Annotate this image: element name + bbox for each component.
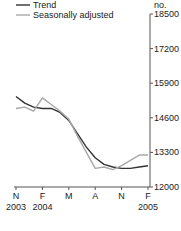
x-tick-label: A: [92, 191, 98, 201]
y-axis-label: no.: [154, 0, 167, 10]
series-line: [16, 98, 148, 170]
y-tick-label: 12000: [154, 182, 179, 192]
y-tick-label: 18500: [154, 9, 179, 19]
x-tick-label: M: [65, 191, 73, 201]
x-tick: [95, 187, 96, 190]
legend-swatch: [16, 4, 30, 5]
legend-swatch: [16, 14, 30, 15]
x-tick-label: F2004: [32, 191, 52, 212]
x-axis: [14, 187, 150, 188]
x-tick-label: F2005: [138, 191, 158, 212]
y-tick: [150, 83, 153, 84]
y-tick-label: 13300: [154, 147, 179, 157]
x-tick: [16, 187, 17, 190]
y-tick: [150, 152, 153, 153]
y-tick-label: 17200: [154, 44, 179, 54]
legend-label: Trend: [33, 0, 56, 10]
x-tick: [68, 187, 69, 190]
y-tick: [150, 187, 153, 188]
plot-area: [16, 97, 148, 170]
y-tick: [150, 48, 153, 49]
legend-label: Seasonally adjusted: [33, 10, 114, 20]
x-tick: [121, 187, 122, 190]
x-tick-label: N2003: [6, 191, 26, 212]
x-tick-label: N: [118, 191, 125, 201]
y-axis: [150, 14, 151, 187]
y-tick-label: 14600: [154, 113, 179, 123]
x-tick: [42, 187, 43, 190]
y-tick: [150, 117, 153, 118]
y-tick: [150, 14, 153, 15]
x-tick: [148, 187, 149, 190]
chart: 12000 13300 14600 15900 17200 18500no. N2003 F2…: [0, 0, 181, 231]
y-tick-label: 15900: [154, 78, 179, 88]
